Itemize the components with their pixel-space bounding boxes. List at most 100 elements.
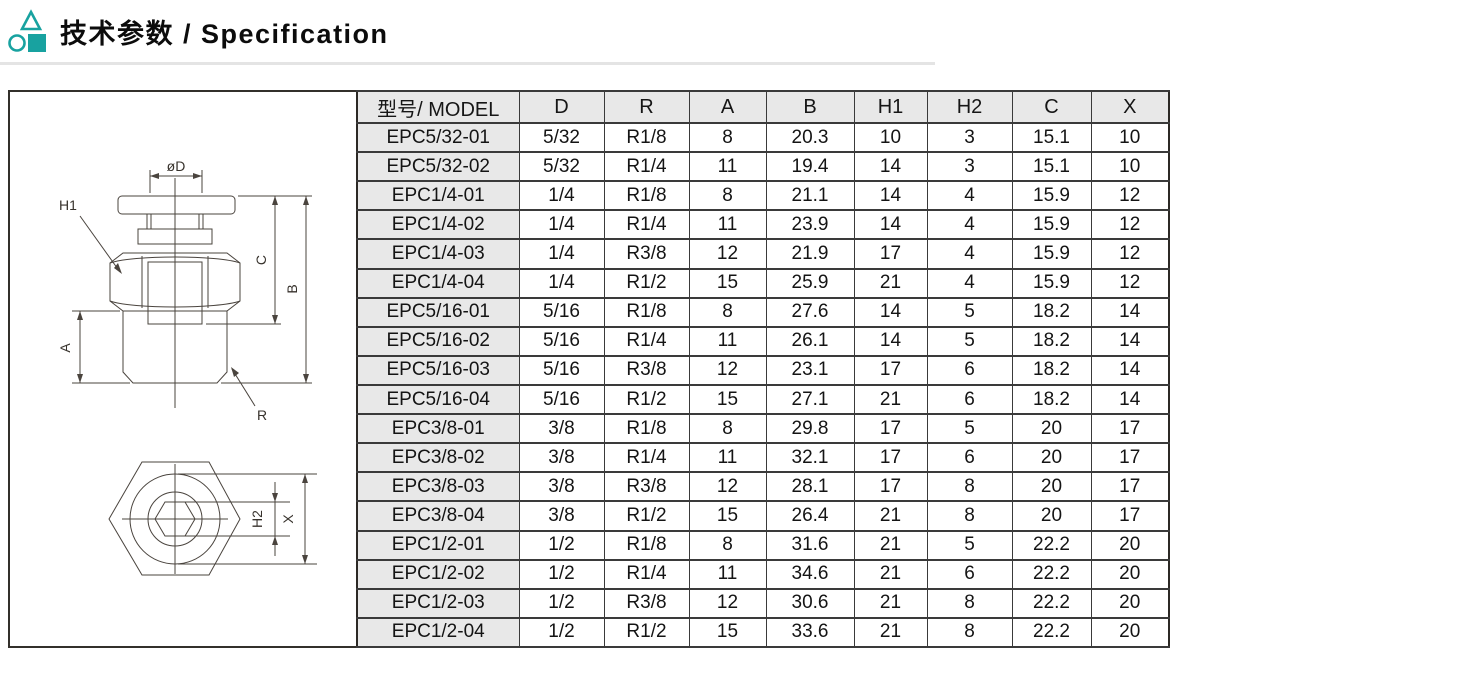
value-cell: 14 bbox=[853, 209, 928, 241]
value-cell: 8 bbox=[926, 500, 1013, 532]
value-cell: 12 bbox=[688, 354, 767, 386]
model-cell: EPC1/4-03 bbox=[356, 238, 520, 270]
value-cell: 26.4 bbox=[765, 500, 855, 532]
value-cell: R1/8 bbox=[603, 296, 690, 328]
model-cell: EPC5/16-02 bbox=[356, 325, 520, 357]
column-header: D bbox=[518, 90, 605, 124]
value-cell: 18.2 bbox=[1011, 383, 1092, 416]
value-cell: 1/4 bbox=[518, 238, 605, 270]
value-cell: 8 bbox=[688, 296, 767, 328]
collar-outline bbox=[137, 228, 213, 245]
value-cell: 27.6 bbox=[765, 296, 855, 328]
value-cell: R1/4 bbox=[603, 151, 690, 183]
value-cell: 21 bbox=[853, 500, 928, 532]
value-cell: 8 bbox=[926, 471, 1013, 503]
model-cell: EPC1/4-04 bbox=[356, 267, 520, 299]
table-row: EPC5/16-04 5/16 R1/2 15 27.1 21 6 18.2 14 bbox=[356, 383, 1170, 416]
table-row: EPC5/32-01 5/32 R1/8 8 20.3 10 3 15.1 10 bbox=[356, 121, 1170, 154]
model-cell: EPC1/4-02 bbox=[356, 209, 520, 241]
table-row: EPC3/8-04 3/8 R1/2 15 26.4 21 8 20 17 bbox=[356, 500, 1170, 532]
value-cell: 17 bbox=[853, 238, 928, 270]
value-cell: 29.8 bbox=[765, 413, 855, 445]
value-cell: 14 bbox=[1090, 296, 1170, 328]
dim-label-c: C bbox=[253, 255, 269, 265]
table-row: EPC1/2-02 1/2 R1/4 11 34.6 21 6 22.2 20 bbox=[356, 558, 1170, 590]
dim-label-h2: H2 bbox=[249, 510, 265, 528]
model-cell: EPC1/2-03 bbox=[356, 587, 520, 619]
value-cell: 19.4 bbox=[765, 151, 855, 183]
value-cell: 1/4 bbox=[518, 209, 605, 241]
value-cell: 14 bbox=[853, 296, 928, 328]
bore-outline bbox=[147, 261, 203, 325]
value-cell: 15 bbox=[688, 267, 767, 299]
value-cell: R3/8 bbox=[603, 354, 690, 386]
value-cell: 5 bbox=[926, 296, 1013, 328]
table-row: EPC1/4-04 1/4 R1/2 15 25.9 21 4 15.9 12 bbox=[356, 267, 1170, 299]
table-row: EPC1/2-04 1/2 R1/2 15 33.6 21 8 22.2 20 bbox=[356, 616, 1170, 649]
model-cell: EPC3/8-02 bbox=[356, 442, 520, 474]
value-cell: 20 bbox=[1011, 413, 1092, 445]
value-cell: 27.1 bbox=[765, 383, 855, 416]
geometric-shapes-icon bbox=[8, 9, 46, 52]
value-cell: 17 bbox=[1090, 471, 1170, 503]
value-cell: 31.6 bbox=[765, 529, 855, 561]
page-title: 技术参数 / Specification bbox=[60, 18, 389, 49]
column-header: H1 bbox=[853, 90, 928, 124]
table-row: EPC5/16-02 5/16 R1/4 11 26.1 14 5 18.2 14 bbox=[356, 325, 1170, 357]
table-row: EPC3/8-02 3/8 R1/4 11 32.1 17 6 20 17 bbox=[356, 442, 1170, 474]
value-cell: 3 bbox=[926, 151, 1013, 183]
header-row: 型号/ MODEL D R A B H1 H2 C X bbox=[356, 90, 1170, 124]
column-header-model: 型号/ MODEL bbox=[356, 90, 520, 124]
value-cell: 20 bbox=[1011, 442, 1092, 474]
column-header: C bbox=[1011, 90, 1092, 124]
value-cell: R3/8 bbox=[603, 471, 690, 503]
value-cell: 17 bbox=[853, 442, 928, 474]
value-cell: 22.2 bbox=[1011, 529, 1092, 561]
value-cell: R1/2 bbox=[603, 616, 690, 649]
value-cell: 11 bbox=[688, 209, 767, 241]
column-header: H2 bbox=[926, 90, 1013, 124]
model-cell: EPC5/32-01 bbox=[356, 121, 520, 154]
value-cell: R1/8 bbox=[603, 529, 690, 561]
value-cell: 15.9 bbox=[1011, 238, 1092, 270]
value-cell: 14 bbox=[1090, 325, 1170, 357]
spec-table: 型号/ MODEL D R A B H1 H2 C X EPC5/32-01 5/32 R1/8 8 2… bbox=[356, 90, 1170, 649]
value-cell: R1/8 bbox=[603, 413, 690, 445]
model-cell: EPC3/8-04 bbox=[356, 500, 520, 532]
value-cell: 1/2 bbox=[518, 558, 605, 590]
value-cell: 34.6 bbox=[765, 558, 855, 590]
table-row: EPC5/16-01 5/16 R1/8 8 27.6 14 5 18.2 14 bbox=[356, 296, 1170, 328]
value-cell: 17 bbox=[1090, 500, 1170, 532]
value-cell: 17 bbox=[1090, 413, 1170, 445]
value-cell: 18.2 bbox=[1011, 354, 1092, 386]
value-cell: 1/4 bbox=[518, 267, 605, 299]
value-cell: 11 bbox=[688, 151, 767, 183]
technical-drawing-panel: øD H1 C B A R H2 X bbox=[8, 90, 356, 648]
value-cell: 10 bbox=[1090, 151, 1170, 183]
header-divider bbox=[0, 62, 935, 65]
value-cell: 12 bbox=[1090, 267, 1170, 299]
value-cell: 12 bbox=[1090, 209, 1170, 241]
fitting-drawing: øD H1 C B A R H2 X bbox=[57, 158, 317, 576]
value-cell: 5/16 bbox=[518, 354, 605, 386]
dim-label-b: B bbox=[284, 284, 300, 293]
value-cell: 1/2 bbox=[518, 529, 605, 561]
dim-label-diameter: øD bbox=[167, 158, 186, 174]
value-cell: 11 bbox=[688, 325, 767, 357]
circle-icon bbox=[8, 34, 26, 52]
model-cell: EPC1/4-01 bbox=[356, 180, 520, 212]
dim-label-x: X bbox=[280, 514, 296, 524]
value-cell: 20 bbox=[1011, 500, 1092, 532]
column-header: R bbox=[603, 90, 690, 124]
hex-end-view bbox=[108, 461, 241, 576]
value-cell: 5/16 bbox=[518, 296, 605, 328]
value-cell: 11 bbox=[688, 558, 767, 590]
value-cell: R1/2 bbox=[603, 267, 690, 299]
value-cell: 15.1 bbox=[1011, 151, 1092, 183]
column-header: X bbox=[1090, 90, 1170, 124]
model-cell: EPC5/16-04 bbox=[356, 383, 520, 416]
value-cell: 20 bbox=[1090, 529, 1170, 561]
model-cell: EPC5/16-01 bbox=[356, 296, 520, 328]
value-cell: R1/2 bbox=[603, 383, 690, 416]
model-cell: EPC1/2-04 bbox=[356, 616, 520, 649]
